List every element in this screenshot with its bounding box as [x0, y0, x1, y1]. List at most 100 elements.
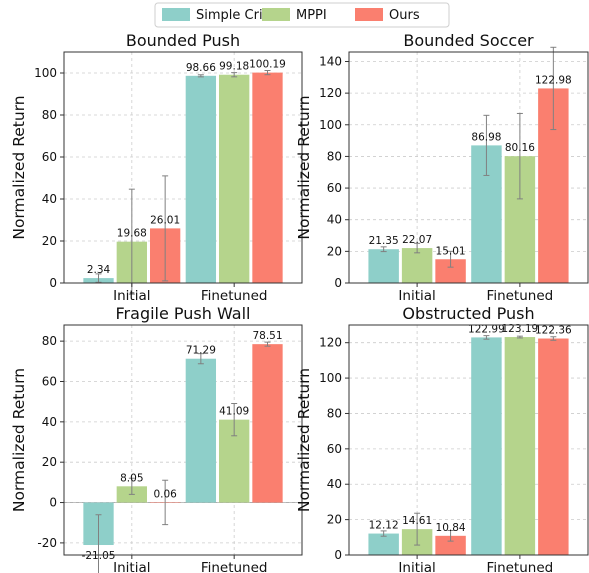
legend-label: MPPI — [296, 8, 327, 23]
y-axis-label: Normalized Return — [10, 368, 28, 512]
data-label: 123.19 — [502, 323, 539, 335]
axes-frame — [63, 324, 303, 556]
y-tick-label: 40 — [327, 213, 342, 227]
bar — [252, 344, 283, 503]
bar — [401, 248, 433, 283]
y-tick-label: 20 — [327, 513, 342, 527]
bar — [435, 535, 466, 555]
legend-entry: Ours — [355, 8, 420, 23]
bar — [368, 249, 399, 283]
y-tick-label: 60 — [42, 374, 57, 388]
data-label: 15.01 — [436, 245, 466, 257]
legend-label: Simple Critic — [196, 8, 278, 23]
data-label: 80.16 — [505, 142, 535, 154]
legend-label: Ours — [389, 8, 420, 23]
y-tick-label: 80 — [327, 406, 342, 420]
chart-panel: -20 0 20 40 60 80 -21.05 71.29 8.05 41.09 0.06 78.5… — [10, 304, 303, 573]
y-tick-label: 0 — [49, 496, 57, 510]
data-label: 21.35 — [369, 235, 399, 247]
chart-panel: 0 20 40 60 80 100 2.34 98.66 19.68 99.18 26.01 100.… — [10, 31, 303, 304]
x-tick-label: Initial — [113, 560, 150, 573]
y-tick-label: 40 — [327, 477, 342, 491]
y-axis-label: Normalized Return — [295, 368, 313, 512]
data-label: 8.05 — [120, 472, 143, 484]
x-tick-label: Finetuned — [201, 288, 268, 304]
bar — [252, 72, 283, 283]
data-label: 2.34 — [87, 264, 111, 276]
y-tick-label: 0 — [334, 548, 342, 562]
chart-title: Fragile Push Wall — [116, 304, 251, 323]
bar — [185, 358, 217, 503]
x-tick-label: Finetuned — [201, 560, 268, 573]
y-tick-label: 100 — [319, 118, 342, 132]
data-label: 26.01 — [150, 214, 180, 226]
data-label: 100.19 — [249, 59, 286, 71]
legend-swatch — [162, 8, 190, 21]
bar — [504, 337, 536, 555]
legend-entry: Simple Critic — [162, 8, 278, 23]
data-label: 78.51 — [252, 330, 282, 342]
y-axis-label: Normalized Return — [10, 95, 28, 239]
data-label: 19.68 — [117, 228, 147, 240]
data-label: 122.98 — [535, 74, 572, 86]
x-tick-label: Initial — [398, 560, 435, 573]
chart-title: Bounded Soccer — [403, 31, 534, 50]
data-label: -21.05 — [82, 550, 116, 562]
chart-title: Bounded Push — [126, 31, 240, 50]
x-tick-label: Initial — [398, 288, 435, 304]
bar — [219, 74, 250, 283]
data-label: 0.06 — [153, 488, 177, 500]
data-label: 10.84 — [436, 522, 466, 534]
y-tick-label: 120 — [319, 86, 342, 100]
y-tick-label: 60 — [327, 442, 342, 456]
y-tick-label: 80 — [327, 149, 342, 163]
legend: Simple Critic MPPI Ours — [154, 2, 450, 28]
x-tick-label: Finetuned — [487, 288, 554, 304]
data-label: 22.07 — [402, 234, 432, 246]
x-tick-label: Finetuned — [487, 560, 554, 573]
charts: 0 20 40 60 80 100 2.34 98.66 19.68 99.18 26.01 100.… — [10, 31, 589, 573]
chart-title: Obstructed Push — [402, 304, 534, 323]
y-tick-label: 0 — [49, 276, 57, 290]
x-tick-label: Initial — [113, 288, 150, 304]
y-tick-label: 120 — [319, 336, 342, 350]
y-tick-label: 20 — [42, 455, 57, 469]
data-label: 71.29 — [186, 345, 216, 357]
y-tick-label: 80 — [42, 334, 57, 348]
y-tick-label: 140 — [319, 54, 342, 68]
data-label: 41.09 — [219, 406, 249, 418]
y-tick-label: -20 — [37, 536, 57, 550]
axes-frame — [63, 51, 303, 284]
bar — [471, 337, 502, 555]
y-tick-label: 40 — [42, 192, 57, 206]
axes-frame — [348, 324, 589, 556]
bar — [538, 338, 569, 555]
data-label: 12.12 — [369, 520, 399, 532]
y-tick-label: 20 — [327, 244, 342, 258]
data-label: 99.18 — [219, 61, 249, 73]
legend-swatch — [355, 8, 383, 21]
bar — [185, 75, 217, 284]
y-axis-label: Normalized Return — [295, 95, 313, 239]
bar — [368, 533, 399, 555]
y-tick-label: 60 — [42, 150, 57, 164]
legend-entry: MPPI — [262, 8, 327, 23]
y-tick-label: 40 — [42, 415, 57, 429]
y-tick-label: 0 — [334, 276, 342, 290]
chart-panel: 0 20 40 60 80 100 120 140 21.35 86.98 22.07 80.16 15… — [295, 31, 589, 304]
y-tick-label: 60 — [327, 181, 342, 195]
data-label: 14.61 — [402, 515, 432, 527]
y-tick-label: 100 — [34, 66, 57, 80]
data-label: 122.36 — [535, 325, 572, 337]
data-label: 122.99 — [468, 323, 505, 335]
chart-panel: 0 20 40 60 80 100 120 12.12 122.99 14.61 123.19 10.… — [295, 304, 589, 573]
y-tick-label: 20 — [42, 234, 57, 248]
legend-swatch — [262, 8, 290, 21]
data-label: 86.98 — [471, 131, 501, 143]
bar — [435, 259, 466, 283]
y-tick-label: 100 — [319, 371, 342, 385]
y-tick-label: 80 — [42, 108, 57, 122]
axes-frame — [348, 51, 589, 284]
data-label: 98.66 — [186, 62, 216, 74]
